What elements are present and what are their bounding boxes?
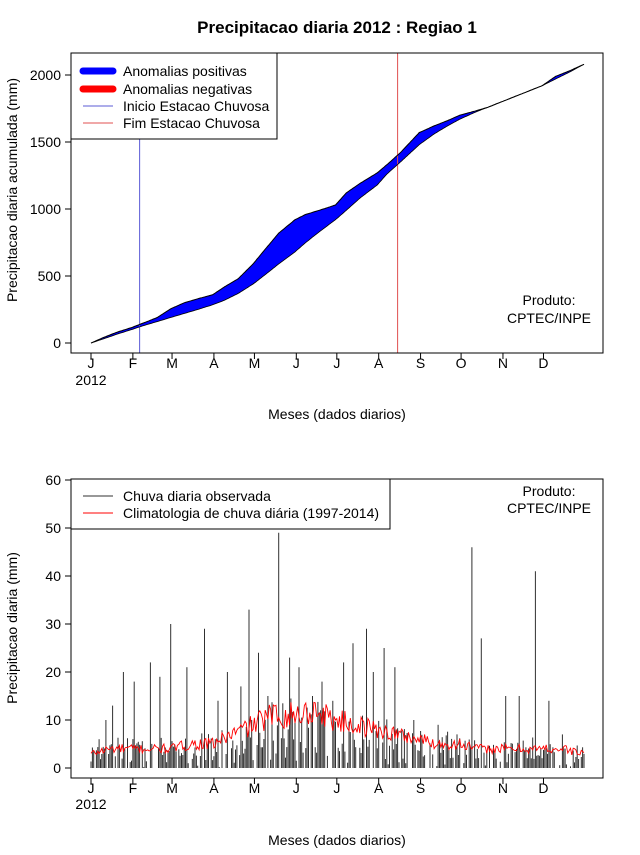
bottom-x-tick-label: M — [249, 780, 261, 796]
bottom-y-tick-label: 30 — [45, 616, 61, 632]
bottom-y-tick-label: 10 — [45, 712, 61, 728]
top-producer-line2: CPTEC/INPE — [507, 310, 591, 326]
top-y-axis: 0 500 1000 1500 2000 — [30, 67, 71, 351]
bottom-x-axis-title: Meses (dados diarios) — [268, 832, 406, 848]
top-y-tick-label: 1500 — [30, 134, 61, 150]
daily-precip-panel: 0 10 20 30 40 50 60 J F M A M J J A S O N D 2012 Meses (d… — [4, 472, 604, 848]
top-x-tick-label: O — [456, 355, 467, 371]
top-x-tick-label: M — [249, 355, 261, 371]
climatology-accumulated-line — [90, 63, 585, 344]
legend-positive-label: Anomalias positivas — [123, 63, 247, 79]
top-x-tick-label: D — [538, 355, 548, 371]
bottom-x-tick-label: N — [498, 780, 508, 796]
bottom-y-axis-title: Precipitacao diaria (mm) — [4, 552, 20, 704]
bottom-y-tick-label: 50 — [45, 520, 61, 536]
climatology-daily-line — [90, 701, 585, 756]
bottom-legend-box — [70, 478, 391, 530]
climatology-line-layer — [90, 701, 585, 756]
legend-clim-label: Climatologia de chuva diária (1997-2014) — [123, 505, 379, 521]
bottom-y-tick-label: 60 — [45, 472, 61, 488]
top-x-tick-label: F — [129, 355, 138, 371]
top-x-tick-label: J — [293, 355, 300, 371]
bottom-producer-line1: Produto: — [523, 483, 576, 499]
bottom-y-tick-label: 40 — [45, 568, 61, 584]
bottom-y-axis: 0 10 20 30 40 50 60 — [45, 472, 71, 776]
top-x-tick-label: A — [209, 355, 219, 371]
bottom-x-tick-label: D — [538, 780, 548, 796]
top-x-tick-label: A — [374, 355, 384, 371]
top-legend: Anomalias positivas Anomalias negativas … — [70, 52, 278, 140]
bottom-year-label: 2012 — [75, 796, 106, 812]
legend-end-label: Fim Estacao Chuvosa — [123, 115, 260, 131]
bottom-producer-line2: CPTEC/INPE — [507, 500, 591, 516]
bottom-x-tick-label: A — [209, 780, 219, 796]
bottom-x-tick-label: F — [129, 780, 138, 796]
top-x-tick-label: N — [498, 355, 508, 371]
bottom-x-tick-label: A — [374, 780, 384, 796]
top-y-axis-title: Precipitacao diaria acumulada (mm) — [4, 78, 20, 302]
top-x-tick-label: J — [88, 355, 95, 371]
chart-title: Precipitacao diaria 2012 : Regiao 1 — [197, 18, 477, 37]
top-x-tick-label: S — [416, 355, 425, 371]
top-y-tick-label: 0 — [53, 335, 61, 351]
accumulated-lines-layer — [90, 63, 585, 344]
top-x-axis-title: Meses (dados diarios) — [268, 406, 406, 422]
bottom-x-tick-label: S — [416, 780, 425, 796]
bottom-x-tick-label: M — [166, 780, 178, 796]
bottom-y-tick-label: 0 — [53, 760, 61, 776]
bottom-x-tick-label: J — [293, 780, 300, 796]
top-y-tick-label: 500 — [38, 268, 62, 284]
bottom-y-tick-label: 20 — [45, 664, 61, 680]
top-year-label: 2012 — [75, 372, 106, 388]
legend-observed-label: Chuva diaria observada — [123, 488, 271, 504]
bottom-x-tick-label: O — [456, 780, 467, 796]
daily-bars-layer — [90, 532, 585, 768]
positive-anomaly-area — [91, 64, 584, 344]
bottom-legend: Chuva diaria observada Climatologia de c… — [70, 478, 391, 530]
top-legend-box — [70, 52, 278, 140]
top-producer-line1: Produto: — [523, 292, 576, 308]
legend-negative-label: Anomalias negativas — [123, 81, 252, 97]
bottom-x-tick-label: J — [88, 780, 95, 796]
legend-start-label: Inicio Estacao Chuvosa — [123, 98, 270, 114]
bottom-x-tick-label: J — [333, 780, 340, 796]
top-x-tick-label: J — [333, 355, 340, 371]
top-y-tick-label: 2000 — [30, 67, 61, 83]
accumulated-precip-panel: 0 500 1000 1500 2000 J F M A M J J A S O N D 2012 Meses… — [4, 52, 604, 422]
top-x-tick-label: M — [166, 355, 178, 371]
top-y-tick-label: 1000 — [30, 201, 61, 217]
anomaly-area-layer — [91, 64, 584, 344]
